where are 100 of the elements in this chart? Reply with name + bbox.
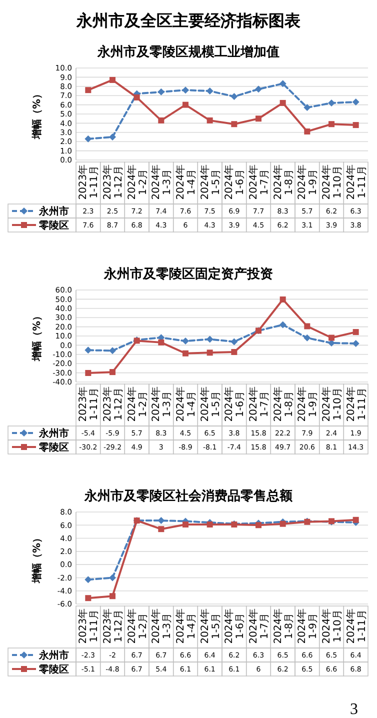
chart-title: 永州市及零陵区固定资产投资 — [103, 266, 273, 282]
x-tick-label: 2024年 1-7月 — [248, 608, 270, 644]
x-tick-label: 2024年 1-5月 — [198, 164, 222, 200]
text: 3 — [350, 701, 358, 718]
point — [206, 117, 213, 124]
point — [85, 370, 92, 376]
point — [158, 117, 164, 124]
chart-title: 永州市及零陵区社会消费品零售总额 — [84, 488, 294, 504]
point — [182, 102, 188, 108]
x-tick-label: 2024年 1-10月 — [320, 608, 344, 644]
x-tick-label: 2024年 1-9月 — [296, 386, 320, 422]
x-tick-label: 2023年 1-12月 — [102, 608, 124, 644]
point — [206, 88, 214, 94]
legend-label: 零陵区 — [38, 442, 69, 454]
point — [279, 80, 286, 88]
point — [256, 116, 262, 122]
point — [328, 334, 334, 341]
point — [84, 135, 92, 142]
legend-label: 永州市 — [38, 650, 69, 662]
x-tick-label: 2024年 1-4月 — [174, 608, 198, 644]
x-tick-label: 2024年 1-5月 — [198, 386, 222, 422]
y-axis-title: 增幅（%） — [31, 310, 43, 362]
legend-label: 永州市 — [38, 428, 69, 440]
point — [279, 321, 286, 328]
x-tick-label: 2024年 1-9月 — [296, 608, 320, 644]
x-tick-label: 2024年 1-4月 — [174, 164, 198, 200]
x-tick-label: 2024年 1-11月 — [344, 608, 368, 644]
point — [182, 338, 189, 345]
x-tick-label: 2024年 1-6月 — [223, 608, 246, 644]
point — [304, 128, 310, 134]
x-tick-label: 2024年 1-7月 — [248, 164, 270, 200]
chart-title: 永州市及零陵区规模工业增加值 — [96, 44, 280, 60]
x-tick-label: 2024年 1-3月 — [150, 608, 174, 644]
x-tick-label: 2024年 1-4月 — [174, 386, 198, 422]
point — [256, 522, 262, 528]
x-tick-label: 2024年 1-2月 — [126, 608, 149, 644]
x-tick-label: 2024年 1-6月 — [223, 386, 246, 422]
point — [280, 520, 286, 527]
point — [109, 574, 116, 582]
point — [182, 86, 189, 94]
point — [352, 98, 360, 106]
point — [109, 347, 116, 354]
point — [352, 122, 359, 128]
point — [110, 369, 116, 376]
point — [158, 517, 165, 524]
x-tick-label: 2024年 1-9月 — [296, 164, 320, 200]
x-tick-label: 2024年 1-2月 — [126, 386, 149, 422]
x-tick-label: 2024年 1-2月 — [126, 164, 149, 200]
point — [85, 595, 92, 602]
point — [84, 576, 92, 584]
point — [158, 526, 164, 532]
legend-label: 零陵区 — [38, 664, 69, 676]
text: 永州市及全区主要经济指标图表 — [76, 11, 302, 30]
point — [352, 516, 359, 523]
x-tick-label: 2024年 1-8月 — [272, 164, 295, 200]
x-tick-label: 2024年 1-10月 — [320, 386, 344, 422]
point — [206, 336, 214, 343]
point — [158, 88, 165, 96]
point — [182, 350, 188, 356]
x-tick-label: 2023年 1-11月 — [77, 164, 100, 200]
point — [352, 329, 359, 336]
point — [231, 349, 238, 356]
x-tick-label: 2024年 1-5月 — [198, 608, 222, 644]
x-tick-label: 2024年 1-7月 — [248, 386, 270, 422]
legend-label: 永州市 — [38, 206, 69, 218]
point — [182, 521, 188, 528]
point — [85, 87, 92, 94]
x-tick-label: 2024年 1-3月 — [150, 386, 174, 422]
x-tick-label: 2023年 1-12月 — [102, 386, 124, 422]
x-tick-label: 2024年 1-6月 — [223, 164, 246, 200]
point — [134, 94, 140, 100]
point — [255, 86, 262, 93]
y-axis-title: 增幅（%） — [31, 532, 43, 584]
point — [231, 121, 238, 128]
point — [158, 339, 164, 346]
x-tick-label: 2023年 1-12月 — [102, 164, 124, 200]
x-tick-label: 2024年 1-3月 — [150, 164, 174, 200]
point — [110, 76, 116, 83]
point — [328, 121, 334, 128]
point — [230, 93, 238, 100]
x-tick-label: 2024年 1-11月 — [344, 164, 368, 200]
point — [304, 323, 310, 330]
point — [352, 340, 360, 347]
x-tick-label: 2024年 1-8月 — [272, 608, 295, 644]
legend-label: 零陵区 — [38, 220, 69, 232]
point — [84, 346, 92, 354]
point — [280, 100, 286, 106]
y-axis-title: 增幅（%） — [31, 88, 43, 140]
x-tick-label: 2024年 1-10月 — [320, 164, 344, 200]
point — [304, 334, 311, 342]
point — [304, 104, 311, 112]
point — [110, 593, 116, 600]
point — [206, 350, 213, 356]
x-tick-label: 2023年 1-11月 — [77, 386, 100, 422]
point — [328, 99, 335, 106]
x-tick-label: 2023年 1-11月 — [77, 608, 100, 644]
point — [109, 134, 116, 140]
point — [230, 338, 238, 346]
x-tick-label: 2024年 1-8月 — [272, 386, 295, 422]
x-tick-label: 2024年 1-11月 — [344, 386, 368, 422]
